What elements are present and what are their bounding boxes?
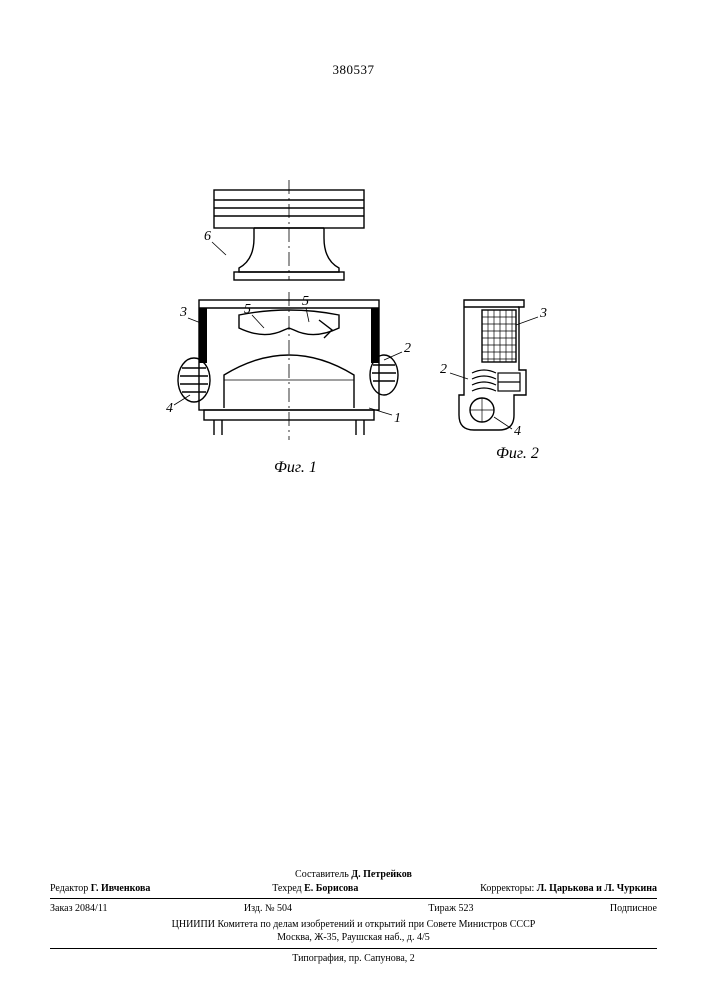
fig2-caption: Фиг. 2	[496, 445, 539, 462]
imprint-print: Типография, пр. Сапунова, 2	[50, 952, 657, 966]
svg-text:3: 3	[179, 305, 187, 320]
compiler-label: Составитель	[295, 869, 349, 880]
svg-text:5: 5	[302, 294, 309, 309]
imprint-org: ЦНИИПИ Комитета по делам изобретений и о…	[50, 918, 657, 932]
fig2-spring	[472, 370, 520, 391]
imprint-tirazh: Тираж 523	[428, 902, 473, 916]
fig1-boss-right	[370, 355, 398, 395]
imprint-order: Заказ 2084/11	[50, 902, 107, 916]
corrector-names: Л. Царькова и Л. Чуркина	[537, 883, 657, 894]
fig1-caption: Фиг. 1	[274, 459, 317, 476]
page-number: 380537	[0, 62, 707, 78]
fig1-pad-right	[371, 308, 379, 363]
svg-text:5: 5	[244, 302, 251, 317]
corrector-label: Корректоры:	[480, 883, 534, 894]
svg-text:3: 3	[539, 306, 547, 321]
techred-label: Техред	[272, 883, 301, 894]
fig1: 6 3 4 5 5 2 1	[166, 180, 411, 440]
svg-text:4: 4	[514, 424, 521, 439]
footer: Составитель Д. Петрейков Редактор Г. Ивч…	[50, 868, 657, 965]
compiler-name: Д. Петрейков	[351, 869, 412, 880]
fig2: 3 2 4	[440, 300, 547, 439]
patent-figures: 6 3 4 5 5 2 1	[104, 180, 604, 510]
editor-label: Редактор	[50, 883, 88, 894]
svg-text:1: 1	[394, 411, 401, 426]
imprint-sub: Подписное	[610, 902, 657, 916]
svg-text:6: 6	[204, 229, 211, 244]
svg-text:4: 4	[166, 401, 173, 416]
footer-rule-1	[50, 898, 657, 899]
svg-text:2: 2	[404, 341, 411, 356]
footer-rule-2	[50, 948, 657, 949]
imprint-izd: Изд. № 504	[244, 902, 292, 916]
fig2-hatch	[482, 310, 516, 362]
techred-name: Е. Борисова	[304, 883, 358, 894]
fig1-pad-left	[199, 308, 207, 363]
editor-name: Г. Ивченкова	[91, 883, 151, 894]
fig1-boss-left	[178, 358, 210, 402]
imprint-addr: Москва, Ж-35, Раушская наб., д. 4/5	[50, 931, 657, 945]
figure-area: 6 3 4 5 5 2 1	[0, 180, 707, 515]
svg-text:2: 2	[440, 362, 447, 377]
